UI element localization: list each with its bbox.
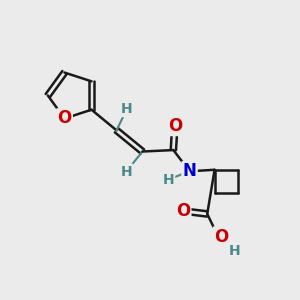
Text: O: O — [57, 110, 72, 128]
Text: N: N — [183, 162, 196, 180]
Text: H: H — [163, 172, 174, 187]
Text: H: H — [120, 165, 132, 178]
Text: O: O — [168, 117, 182, 135]
Text: O: O — [214, 228, 228, 246]
Text: H: H — [229, 244, 240, 258]
Text: H: H — [121, 102, 133, 116]
Text: O: O — [176, 202, 190, 220]
